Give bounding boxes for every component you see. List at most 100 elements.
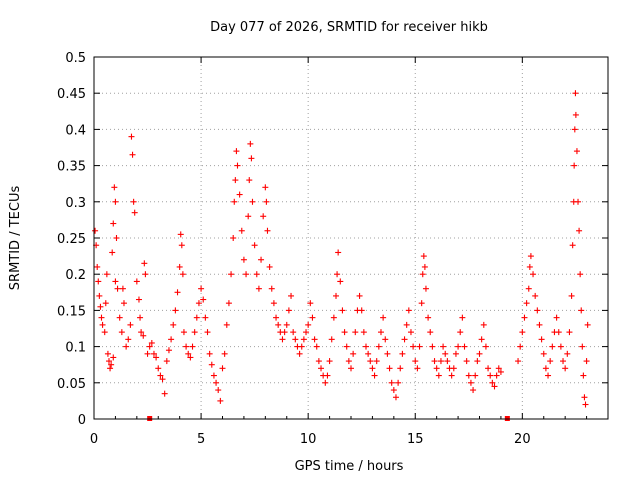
data-point <box>103 271 110 278</box>
data-point <box>399 350 406 357</box>
data-point <box>369 365 376 372</box>
data-point <box>427 329 434 336</box>
data-point <box>341 329 348 336</box>
data-point <box>580 372 587 379</box>
data-point <box>318 365 325 372</box>
data-point <box>442 350 449 357</box>
x-axis-title: GPS time / hours <box>295 459 404 474</box>
data-point <box>112 278 119 285</box>
data-point <box>465 372 472 379</box>
data-point <box>515 358 522 365</box>
data-point <box>564 350 571 357</box>
data-point <box>416 343 423 350</box>
y-tick-label: 0.5 <box>65 51 86 66</box>
data-point <box>260 213 267 220</box>
data-point <box>128 133 135 140</box>
data-point <box>540 350 547 357</box>
data-point <box>578 307 585 314</box>
data-point <box>410 343 417 350</box>
data-point <box>213 379 220 386</box>
data-point <box>549 343 556 350</box>
data-point <box>300 336 307 343</box>
data-point <box>478 336 485 343</box>
data-point <box>536 321 543 328</box>
data-point <box>102 300 109 307</box>
data-point <box>348 365 354 372</box>
data-point <box>547 358 554 365</box>
data-point <box>521 314 528 321</box>
data-point <box>231 198 238 205</box>
data-point <box>290 329 297 336</box>
x-tick-label: 5 <box>197 432 205 447</box>
data-point <box>392 394 399 401</box>
data-point <box>339 307 346 314</box>
data-point <box>422 285 429 292</box>
data-point <box>98 314 105 321</box>
data-point <box>146 343 153 350</box>
data-point <box>273 314 280 321</box>
data-point <box>569 242 576 249</box>
data-point <box>343 343 350 350</box>
data-point <box>433 365 440 372</box>
data-point <box>161 390 168 397</box>
data-point <box>217 397 224 404</box>
data-point <box>309 314 316 321</box>
data-point <box>285 307 292 314</box>
data-point <box>283 321 290 328</box>
data-point <box>497 368 504 375</box>
data-point <box>435 372 442 379</box>
data-point <box>138 329 145 336</box>
data-point <box>129 151 136 158</box>
y-tick-label: 0.25 <box>57 232 86 247</box>
data-point <box>527 253 534 260</box>
data-point <box>437 358 444 365</box>
data-point <box>562 365 569 372</box>
data-point <box>367 358 374 365</box>
data-point <box>532 292 539 299</box>
data-point <box>247 140 254 147</box>
data-point <box>120 300 127 307</box>
data-point <box>144 350 151 357</box>
data-point <box>557 343 564 350</box>
data-point <box>210 372 217 379</box>
data-point <box>107 365 114 372</box>
data-point <box>187 354 194 361</box>
data-point <box>412 358 419 365</box>
data-point <box>523 300 530 307</box>
y-tick-label: 0.15 <box>57 304 86 319</box>
data-point <box>444 358 451 365</box>
data-point <box>397 365 404 372</box>
data-point <box>553 314 560 321</box>
data-point <box>371 372 378 379</box>
data-point <box>365 350 372 357</box>
data-point <box>534 307 541 314</box>
data-point <box>159 376 166 383</box>
x-tick-labels: 0 5 10 15 20 <box>90 432 531 447</box>
data-point <box>414 365 421 372</box>
data-point <box>419 271 426 278</box>
data-point <box>526 263 533 270</box>
data-point <box>573 148 580 155</box>
data-point <box>395 379 402 386</box>
data-point <box>582 401 589 408</box>
data-point <box>262 184 269 191</box>
data-point <box>315 358 322 365</box>
data-point <box>384 350 391 357</box>
y-tick-label: 0.4 <box>65 123 86 138</box>
data-point <box>236 191 243 198</box>
data-point <box>350 350 357 357</box>
data-point <box>119 285 126 292</box>
data-point <box>131 209 138 216</box>
y-tick-labels: 0 0.05 0.1 0.15 0.2 0.25 0.3 0.35 0.4 0.45 0.5 <box>57 51 86 428</box>
data-point <box>425 314 432 321</box>
data-point <box>345 358 352 365</box>
data-point <box>202 314 209 321</box>
data-point <box>358 307 365 314</box>
data-point <box>571 126 578 133</box>
data-point <box>249 198 256 205</box>
data-point <box>268 285 275 292</box>
data-point <box>401 336 408 343</box>
data-point <box>113 235 120 241</box>
data-point <box>114 285 121 292</box>
data-point <box>568 292 575 299</box>
